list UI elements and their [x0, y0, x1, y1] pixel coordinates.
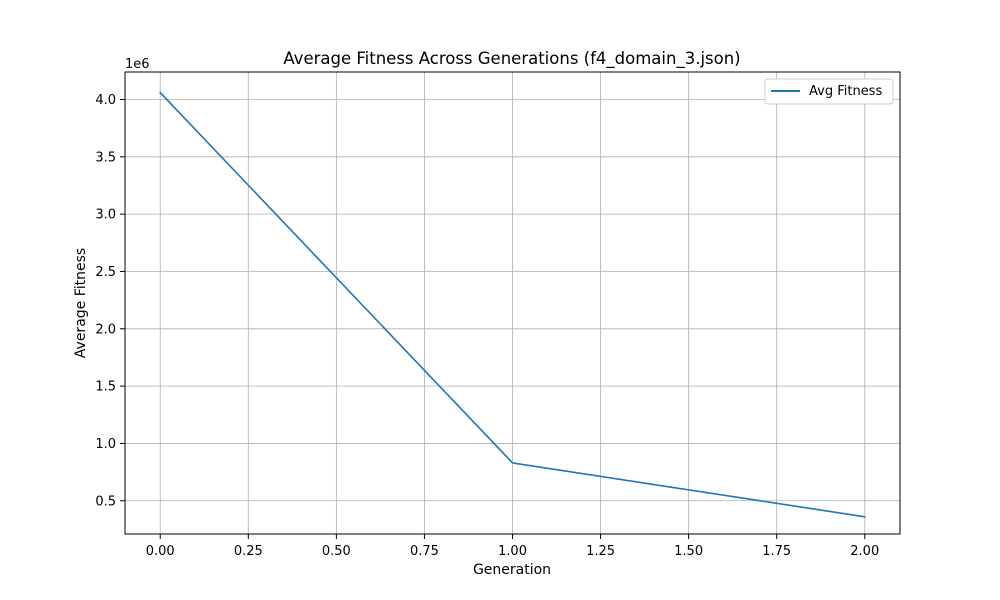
- legend: Avg Fitness: [764, 78, 894, 105]
- x-tick-label: 0.50: [322, 544, 351, 559]
- y-tick-label: 2.5: [95, 265, 116, 280]
- x-tick-label: 1.50: [674, 544, 703, 559]
- x-tick-label: 0.75: [410, 544, 439, 559]
- y-tick-label: 1.5: [95, 380, 116, 395]
- chart-title: Average Fitness Across Generations (f4_d…: [283, 49, 740, 69]
- x-tick-label: 0.25: [234, 544, 263, 559]
- x-tick-label: 0.00: [146, 544, 175, 559]
- y-tick-label: 4.0: [95, 93, 116, 108]
- y-tick-label: 2.0: [95, 322, 116, 337]
- grid-lines: [125, 72, 900, 534]
- legend-frame: [764, 78, 894, 105]
- plot-area-frame: [124, 71, 901, 535]
- x-tick-label: 1.25: [586, 544, 615, 559]
- x-axis-title: Generation: [473, 562, 551, 578]
- axis-ticks: 0.00 0.25 0.50 0.75 1.00 1.25 1.50 1.75 2.00 0.5 1…: [95, 93, 879, 559]
- y-tick-label: 3.0: [95, 208, 116, 223]
- x-tick-label: 2.00: [850, 544, 879, 559]
- y-tick-label: 3.5: [95, 150, 116, 165]
- y-offset-label: 1e6: [125, 57, 150, 72]
- series-lines: [159, 91, 866, 518]
- y-tick-label: 1.0: [95, 437, 116, 452]
- legend-label-avg-fitness: Avg Fitness: [809, 84, 882, 99]
- x-tick-label: 1.00: [498, 544, 527, 559]
- x-tick-label: 1.75: [762, 544, 791, 559]
- y-tick-label: 0.5: [95, 494, 116, 509]
- y-axis-title: Average Fitness: [73, 248, 89, 358]
- series-line-avg-fitness: [159, 91, 866, 518]
